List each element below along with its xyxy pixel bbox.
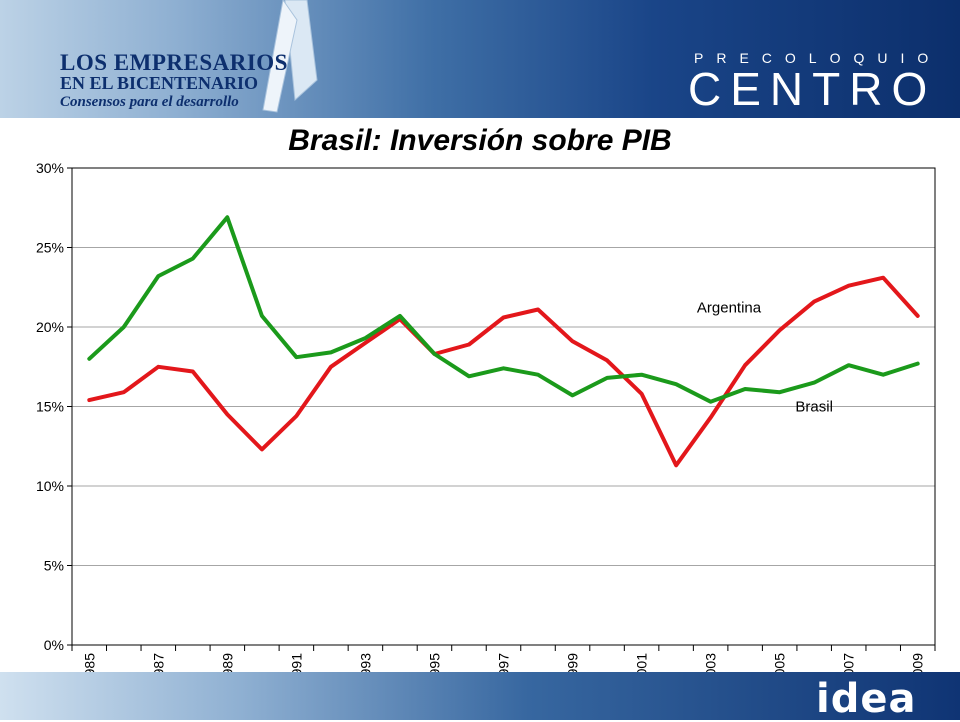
y-tick-label: 10% [36,478,64,494]
brand-title-line2: EN EL BICENTENARIO [60,73,259,93]
chart-title: Brasil: Inversión sobre PIB [288,124,672,157]
centro-label: CENTRO [688,63,937,115]
y-tick-label: 15% [36,399,64,415]
series-label-argentina: Argentina [697,300,762,317]
y-tick-label: 20% [36,319,64,335]
brand-title-line1: LOS EMPRESARIOS [60,50,288,75]
precoloquio-label: PRECOLOQUIO [694,50,942,66]
ribbon-emblem-icon [262,0,318,113]
y-tick-label: 5% [44,558,64,574]
series-line-brasil [87,215,920,404]
y-tick-label: 30% [36,160,64,176]
y-tick-label: 0% [44,637,64,653]
series-labels: Argentina Brasil [697,300,833,416]
brand-tagline: Consensos para el desarrollo [60,94,239,110]
axes: 0%5%10%15%20%25%30%1985 1987 1989 1991 1993 1… [36,160,936,684]
series-lines [87,215,920,468]
y-tick-label: 25% [36,240,64,256]
gridlines [72,247,935,566]
series-line-argentina [87,275,920,468]
header-banner: LOS EMPRESARIOS EN EL BICENTENARIO Conse… [0,0,960,118]
footer-bar [0,672,960,720]
series-label-brasil: Brasil [795,398,833,415]
idea-logo: idea [816,676,917,722]
